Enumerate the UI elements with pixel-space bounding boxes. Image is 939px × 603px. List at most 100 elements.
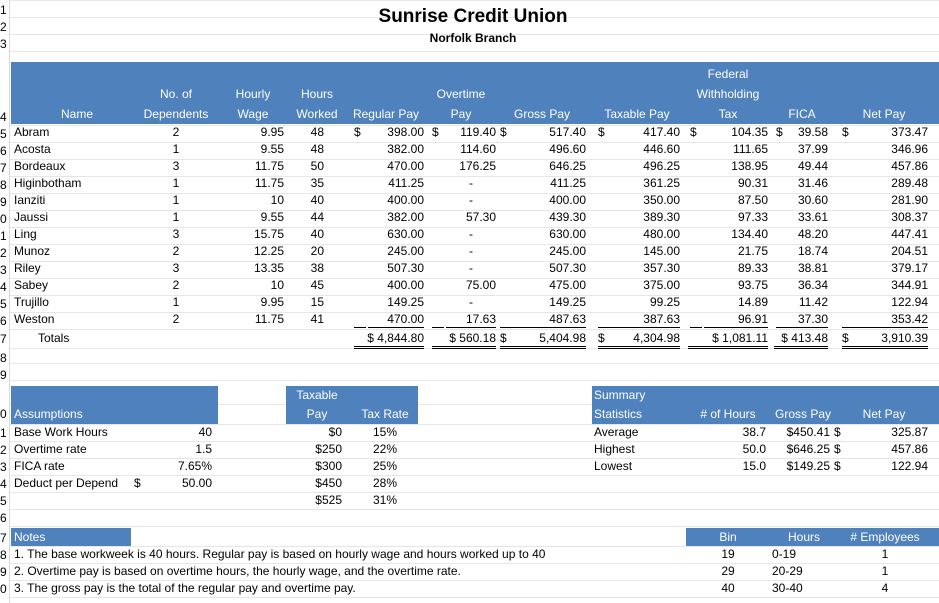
row-number[interactable]: 1 [0, 3, 7, 17]
grid-row-line [9, 0, 939, 1]
header-overtime-2: Pay [450, 107, 472, 121]
summary-label: Highest [594, 442, 635, 456]
summary-header-net: Net Pay [862, 407, 906, 421]
employee-hours: 40 [310, 193, 324, 207]
grid-row-line [9, 244, 939, 245]
employee-overtime: - [469, 244, 473, 258]
employee-gross: 149.25 [549, 295, 586, 309]
employee-dep: 3 [172, 227, 180, 241]
employee-hours: 48 [310, 125, 324, 139]
employee-hours: 20 [310, 244, 324, 258]
row-number[interactable]: 0 [0, 407, 7, 421]
employee-ot-sym [432, 311, 444, 328]
employee-net-sym [842, 311, 854, 328]
row-number[interactable]: 8 [0, 548, 7, 562]
row-number[interactable]: 4 [0, 280, 7, 294]
employee-regular: 470.00 [368, 311, 424, 328]
tax-rate: 25% [372, 459, 398, 473]
row-number[interactable]: 7 [0, 161, 7, 175]
row-number[interactable]: 7 [0, 531, 7, 545]
employee-fica: 49.44 [797, 159, 828, 173]
total-fica: $ 413.48 [774, 330, 828, 349]
row-number[interactable]: 0 [0, 212, 7, 226]
employee-taxable: 417.40 [643, 125, 680, 139]
employee-taxable: 350.00 [643, 193, 680, 207]
row-number[interactable]: 6 [0, 144, 7, 158]
summary-label: Average [594, 425, 639, 439]
employee-regular: 400.00 [387, 278, 424, 292]
summary-gross: $149.25 [786, 459, 830, 473]
row-number[interactable]: 1 [0, 426, 7, 440]
employee-overtime: - [469, 227, 473, 241]
row-number[interactable]: 6 [0, 314, 7, 328]
row-number[interactable]: 9 [0, 565, 7, 579]
employee-fica: 11.42 [798, 295, 828, 309]
employee-hours: 38 [310, 261, 324, 275]
header-regular: Regular Pay [352, 107, 420, 121]
employee-taxable: 145.00 [643, 244, 680, 258]
summary-hours: 50.0 [742, 442, 766, 456]
row-number[interactable]: 1 [0, 229, 7, 243]
employee-dep: 2 [172, 244, 180, 258]
employee-hours: 50 [310, 159, 324, 173]
tax-pay: $450 [315, 476, 342, 490]
row-number[interactable]: 3 [0, 460, 7, 474]
employee-name: Ling [14, 227, 37, 241]
employee-wage: 12.25 [253, 244, 284, 258]
employee-taxable: 357.30 [643, 261, 680, 275]
employee-hours: 44 [310, 210, 324, 224]
employee-fed: 96.91 [704, 311, 768, 328]
row-number[interactable]: 4 [0, 477, 7, 491]
employee-dep: 1 [172, 142, 180, 156]
employee-wage: 9.55 [260, 142, 284, 156]
grid-row-line [9, 159, 939, 160]
employee-hours: 40 [310, 227, 324, 241]
employee-fica: 37.30 [788, 311, 828, 328]
employee-dep: 2 [172, 125, 180, 139]
grid-row-line [9, 17, 939, 18]
note-line: 3. The gross pay is the total of the reg… [14, 581, 356, 595]
employee-net: 353.42 [854, 311, 928, 328]
row-number[interactable]: 2 [0, 246, 7, 260]
row-number[interactable]: 9 [0, 368, 7, 382]
total-fed: $ 1,081.11 [688, 330, 768, 349]
employee-name: Weston [14, 312, 55, 326]
assumptions-header [11, 386, 218, 424]
row-number[interactable]: 9 [0, 195, 7, 209]
employee-fica: 30.60 [797, 193, 828, 207]
bins-header-hours: Hours [787, 530, 820, 544]
row-number[interactable]: 8 [0, 178, 7, 192]
row-number[interactable]: 5 [0, 127, 7, 141]
row-number[interactable]: 2 [0, 443, 7, 457]
assumption-value: 7.65% [177, 459, 212, 473]
employee-fed-sym: $ [690, 125, 697, 139]
row-number[interactable]: 3 [0, 263, 7, 277]
employee-dep: 2 [172, 278, 180, 292]
employee-regular: 507.30 [387, 261, 424, 275]
row-number[interactable]: 2 [0, 20, 7, 34]
row-number[interactable]: 5 [0, 494, 7, 508]
employee-fica-sym [776, 311, 788, 328]
employee-dep: 3 [172, 261, 180, 275]
row-number[interactable]: 3 [0, 37, 7, 51]
employee-dep: 1 [172, 210, 180, 224]
employee-regular: 382.00 [387, 210, 424, 224]
grid-row-line [9, 34, 939, 35]
employee-fica-sym: $ [776, 125, 783, 139]
row-number[interactable]: 0 [0, 582, 7, 596]
bin-value: 40 [721, 581, 735, 595]
row-number[interactable]: 5 [0, 297, 7, 311]
summary-hours: 38.7 [742, 425, 766, 439]
employee-fed: 21.75 [737, 244, 768, 258]
employee-overtime: - [469, 261, 473, 275]
row-number[interactable]: 8 [0, 351, 7, 365]
employee-wage: 11.75 [254, 159, 284, 173]
row-number[interactable]: 4 [0, 110, 7, 124]
grid-row-line [9, 329, 939, 330]
employee-wage: 10 [270, 278, 284, 292]
payroll-header [11, 62, 939, 124]
row-number[interactable]: 6 [0, 511, 7, 525]
row-number[interactable]: 7 [0, 332, 7, 346]
employee-regular: 245.00 [387, 244, 424, 258]
employee-taxable: 387.63 [610, 311, 680, 328]
